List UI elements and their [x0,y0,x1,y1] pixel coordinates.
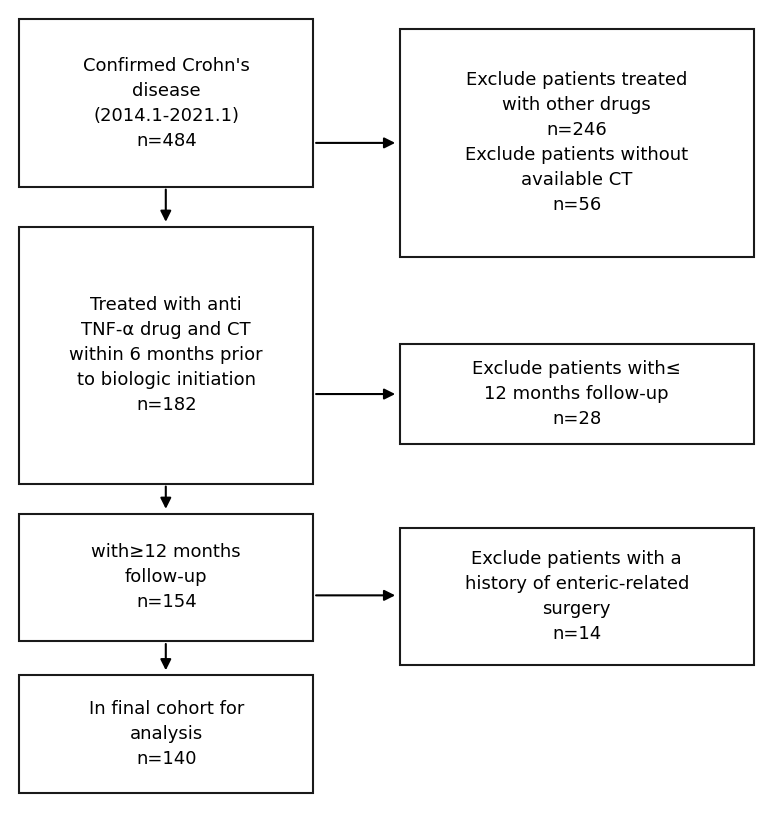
Bar [400,29,753,256]
Text: Exclude patients with≤
12 months follow-up
n=28: Exclude patients with≤ 12 months follow-… [472,360,681,428]
Text: In final cohort for
analysis
n=140: In final cohort for analysis n=140 [89,700,244,768]
Text: Exclude patients with a
history of enteric-related
surgery
n=14: Exclude patients with a history of enter… [465,549,689,643]
Bar [400,344,753,444]
Bar [19,226,313,484]
Text: Treated with anti
TNF-α drug and CT
within 6 months prior
to biologic initiation: Treated with anti TNF-α drug and CT with… [69,296,263,414]
Bar [400,527,753,665]
Text: Confirmed Crohn's
disease
(2014.1-2021.1)
n=484: Confirmed Crohn's disease (2014.1-2021.1… [83,56,249,150]
Text: with≥12 months
follow-up
n=154: with≥12 months follow-up n=154 [91,544,241,611]
Text: Exclude patients treated
with other drugs
n=246
Exclude patients without
availab: Exclude patients treated with other drug… [466,72,689,214]
Bar [19,20,313,186]
Bar [19,675,313,793]
Bar [19,514,313,641]
